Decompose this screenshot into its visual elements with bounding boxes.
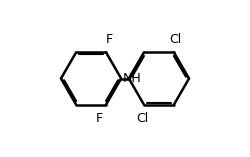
- Text: F: F: [96, 112, 103, 125]
- Text: Cl: Cl: [136, 112, 148, 125]
- Text: NH: NH: [122, 72, 141, 85]
- Text: F: F: [105, 33, 112, 46]
- Text: Cl: Cl: [170, 33, 182, 46]
